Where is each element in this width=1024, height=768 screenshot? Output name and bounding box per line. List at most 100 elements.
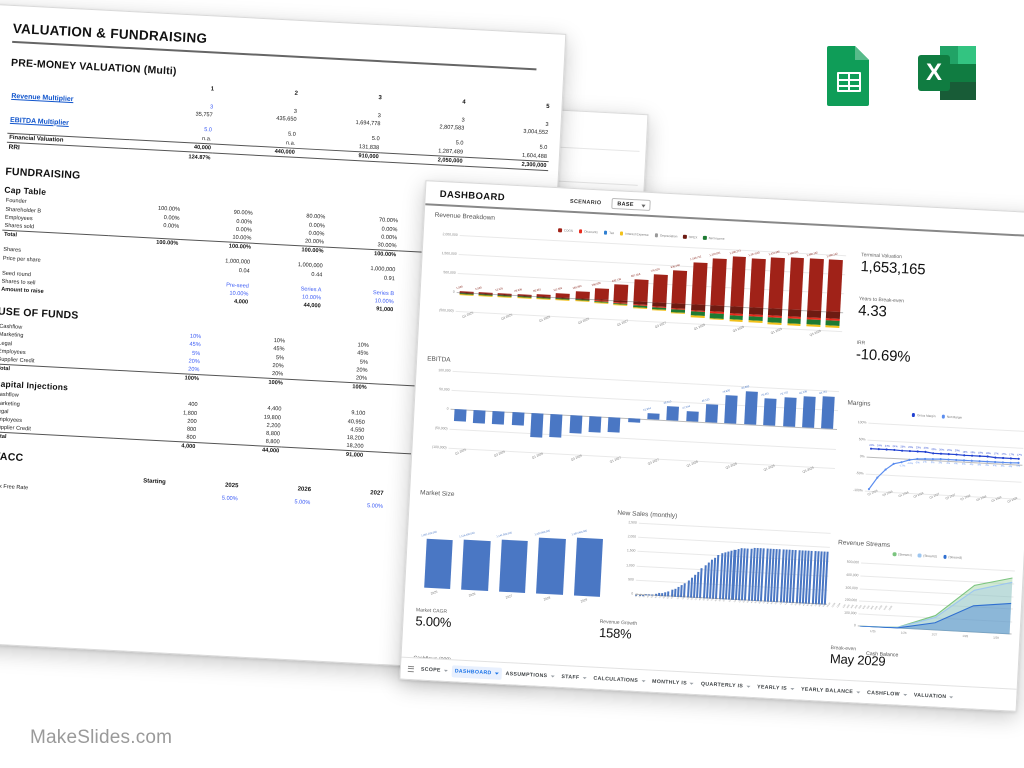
scenario-dropdown[interactable]: BASE xyxy=(611,197,652,211)
data-label: 4% xyxy=(977,463,982,467)
chevron-down-icon[interactable] xyxy=(494,671,499,675)
chevron-down-icon[interactable] xyxy=(582,676,587,679)
wacc-col-starting: Starting xyxy=(142,477,166,486)
premoney-col-3: 3 xyxy=(378,95,382,102)
data-label: 20% xyxy=(954,449,960,453)
market-cagr-value: 5.00% xyxy=(415,613,452,631)
data-label: -11% xyxy=(907,461,914,466)
chevron-down-icon[interactable] xyxy=(689,682,695,685)
tab-scope[interactable]: SCOPE xyxy=(418,663,452,677)
wacc-col-2025: 2025 xyxy=(224,482,239,489)
data-label: 20% xyxy=(939,448,945,452)
data-label: 23% xyxy=(915,446,921,450)
legend-item-discounts: Discounts xyxy=(578,229,598,234)
legend-item-depreciation: Depreciation xyxy=(654,233,677,238)
data-label: 17% xyxy=(1016,453,1023,457)
data-label: 20% xyxy=(931,448,937,452)
data-label: 17% xyxy=(1001,452,1007,457)
dashboard-sheet[interactable]: DASHBOARD SCENARIO BASE Revenue Breakdow… xyxy=(399,180,1024,712)
ebitda-yaxis: 100,000 50,000 0 (50,000) (100,000) xyxy=(431,368,451,450)
table-row: 440,738 xyxy=(611,278,631,301)
google-sheets-icon[interactable] xyxy=(816,42,882,108)
data-label: 24% xyxy=(884,444,890,448)
wacc-col-2027: 2027 xyxy=(370,489,384,497)
data-label: 4% xyxy=(969,462,974,466)
table-row: 1,190,752 xyxy=(689,255,711,305)
margins-chart[interactable]: Margins Gross Margin Net Margin 24% 24% 24… xyxy=(841,400,1024,531)
revenue-streams-yaxis: 500,000 400,000 300,000 200,000 100,000 … xyxy=(844,559,860,628)
chevron-down-icon[interactable] xyxy=(902,693,907,696)
data-label: -3% xyxy=(915,460,920,465)
margins-xaxis: Q1 2025 Q3 2025 Q1 2026 Q3 2026 Q1 2027 Q3 20… xyxy=(864,488,1021,525)
new-sales-chart[interactable]: New Sales (monthly) 2,500 2,000 1,500 1,… xyxy=(611,510,893,641)
premoney-col-4: 4 xyxy=(462,99,466,106)
tab-staff[interactable]: STAFF xyxy=(558,670,590,684)
legend-item-net-margin: Net Margin xyxy=(941,415,962,420)
revenue-breakdown-yaxis: 2,000,000 1,500,000 500,000 0 (500,000) xyxy=(439,232,458,313)
revenue-breakdown-chart[interactable]: Revenue Breakdown COGS Discounts Tax Int… xyxy=(428,212,849,364)
x-tick: 2029 xyxy=(580,597,589,604)
app-icons: X xyxy=(816,42,980,108)
margins-plot: 24% 24% 24% 24% 23% 23% 23% 23% 20% 20% 20% 20% 19% 1… xyxy=(864,422,1024,500)
data-label: 19% xyxy=(970,450,976,454)
data-label: 24% xyxy=(869,443,875,447)
table-row: 1,466,192 xyxy=(824,252,846,313)
table-row: 607,356 xyxy=(631,273,651,303)
data-label: 4% xyxy=(1000,464,1005,468)
data-label: 19% xyxy=(977,450,984,455)
data-label: 19% xyxy=(985,451,991,455)
tab-monthly-is[interactable]: MONTHLY IS xyxy=(649,675,697,689)
x-tick: 1/25 xyxy=(869,629,876,634)
tab-yearly-is[interactable]: YEARLY IS xyxy=(754,681,798,695)
x-tick: 2026 xyxy=(467,591,476,598)
legend-item-stream1: (Stream1) xyxy=(892,552,912,557)
chevron-down-icon[interactable] xyxy=(641,679,646,682)
table-row: 1,396,273 xyxy=(727,250,749,307)
chevron-down-icon[interactable] xyxy=(790,687,795,690)
margins-yaxis: 100% 50% 0% -50% -100% xyxy=(852,420,867,493)
premoney-col-2: 2 xyxy=(294,90,299,98)
tab-dashboard[interactable]: DASHBOARD xyxy=(451,664,502,680)
kpi-irr: IRR -10.69% xyxy=(856,340,912,366)
legend-item-interest-expense: Interest Expense xyxy=(619,231,649,237)
tab-quarterly-is[interactable]: QUARTERLY IS xyxy=(698,678,754,693)
terminal-valuation-value: 1,653,165 xyxy=(860,258,926,279)
tab-yearly-balance[interactable]: YEARLY BALANCE xyxy=(798,683,864,698)
x-tick: 1/28 xyxy=(962,633,969,639)
data-label: 17% xyxy=(1009,453,1015,457)
chevron-down-icon[interactable] xyxy=(746,685,751,688)
tab-valuation[interactable]: VALUATION xyxy=(911,689,957,703)
data-label: 5% xyxy=(1016,464,1021,468)
table-row: 1,387,630 xyxy=(746,251,768,309)
tab-cashflow[interactable]: CASHFLOW xyxy=(864,686,910,700)
tab-calculations[interactable]: CALCULATIONS xyxy=(590,672,648,687)
all-sheets-icon[interactable] xyxy=(405,665,417,672)
chevron-down-icon[interactable] xyxy=(443,669,448,672)
svg-text:X: X xyxy=(926,59,942,86)
premoney-col-5: 5 xyxy=(545,104,550,111)
market-size-plot: 1,091,200,000 1,116,400,000 1,141,500,000 1… xyxy=(421,516,607,597)
scenario-label: SCENARIO xyxy=(569,198,602,206)
new-sales-plot xyxy=(635,522,831,605)
revenue-streams-chart[interactable]: Revenue Streams (Stream1) (Stream2) (Str… xyxy=(832,539,1018,666)
x-tick: 1/26 xyxy=(900,630,907,635)
chevron-down-icon[interactable] xyxy=(550,674,555,678)
kpi-years-to-break-even: Years to Break-even 4.33 xyxy=(858,296,904,321)
data-label: 24% xyxy=(876,443,883,448)
legend-item-gross-margin: Gross Margin xyxy=(911,413,936,418)
market-cagr-kpi: Market CAGR 5.00% xyxy=(415,607,452,630)
data-label: -17% xyxy=(899,464,906,468)
legend-item-stream3: (Stream3) xyxy=(942,555,962,560)
premoney-col-1: 1 xyxy=(210,86,215,93)
table-row: 776,529 xyxy=(650,268,671,304)
ebitda-chart[interactable]: EBITDA 15,944 36,413 27,544 46,133 74,920 85,… xyxy=(421,356,842,500)
market-size-title: Market Size xyxy=(419,489,455,499)
x-tick: 1/27 xyxy=(931,632,938,637)
chevron-down-icon[interactable] xyxy=(856,690,861,694)
chevron-down-icon[interactable] xyxy=(949,695,954,699)
tab-assumptions[interactable]: ASSUMPTIONS xyxy=(502,667,557,682)
data-label: 4% xyxy=(954,461,958,466)
irr-value: -10.69% xyxy=(855,345,911,366)
table-row: 936,246 xyxy=(669,264,690,304)
microsoft-excel-icon[interactable]: X xyxy=(914,42,980,108)
